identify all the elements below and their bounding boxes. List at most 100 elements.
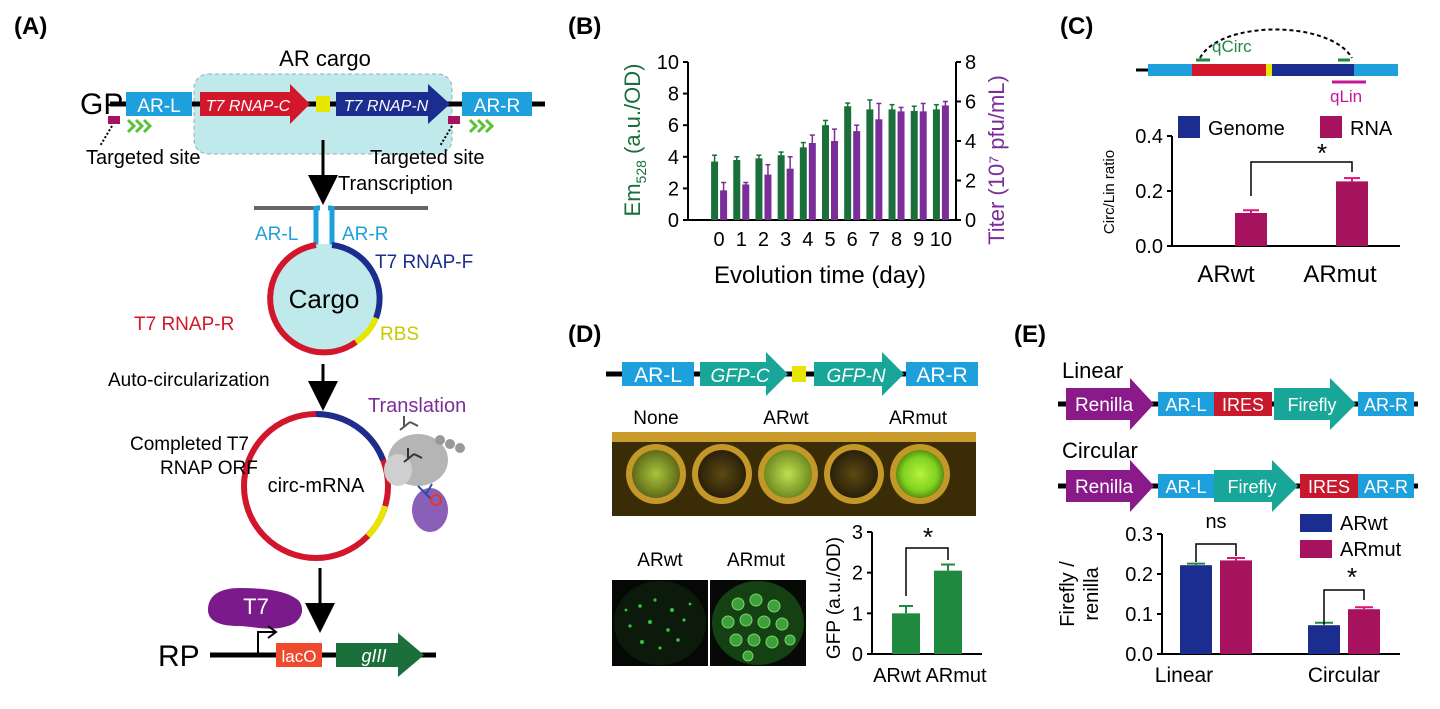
b-bar <box>910 110 918 220</box>
d-bar <box>934 570 962 654</box>
e-tick-label: 0.0 <box>1125 644 1153 666</box>
b-xtick-label: 3 <box>780 229 791 251</box>
translation-label: Translation <box>368 395 466 417</box>
d-significance-star: * <box>923 522 933 552</box>
hairpin-ar-l: AR-L <box>255 224 298 245</box>
cargo-arc-navy <box>331 242 383 320</box>
b-tick-label-right: 4 <box>965 131 976 153</box>
b-bar <box>808 142 816 220</box>
c-legend-rna: RNA <box>1350 118 1393 140</box>
c-legend-rna-swatch <box>1320 116 1342 138</box>
e-circular-firefly <box>1214 460 1298 512</box>
e-linear-renilla-text: Renilla <box>1075 395 1134 416</box>
b-bar <box>844 106 852 220</box>
b-tick-label-left: 10 <box>657 52 679 74</box>
d-ar-r-box <box>906 362 978 386</box>
ar-cargo-title: AR cargo <box>279 46 371 71</box>
t7-rnap-c-arrow <box>200 84 310 124</box>
panel-d: (D) AR-L GFP-C GFP-N AR-R None ARwt ARmu… <box>568 321 987 687</box>
e-x1: Linear <box>1155 664 1213 687</box>
b-bar <box>866 109 874 220</box>
panel-d-label: (D) <box>568 321 601 348</box>
b-tick-label-right: 8 <box>965 52 976 74</box>
targeted-site-left: Targeted site <box>86 147 201 169</box>
e-legend-arwt-swatch <box>1300 514 1332 532</box>
b-bar <box>764 174 772 220</box>
d-gfp-n-text: GFP-N <box>826 366 885 387</box>
c-x2: ARmut <box>1303 261 1377 288</box>
peptide-bead-2 <box>445 439 455 449</box>
d-gfp-c-text: GFP-C <box>710 366 769 387</box>
b-bar <box>932 109 940 220</box>
d-gfp-n-arrow <box>814 352 904 396</box>
gp-ar-r-text: AR-R <box>474 96 520 117</box>
c-blue-left <box>1148 64 1192 76</box>
b-bar <box>777 155 785 220</box>
target-dotted-left <box>99 125 113 147</box>
laco-text: lacO <box>282 647 317 666</box>
t7-rnap-n-text: T7 RNAP-N <box>344 98 429 115</box>
b-ylabel-left: Em528 (a.u./OD) <box>620 64 649 217</box>
b-xtick-label: 9 <box>913 229 924 251</box>
rbs-square <box>316 96 330 112</box>
b-tick-label-right: 2 <box>965 171 976 193</box>
trna-icon-1 <box>399 416 419 431</box>
giii-text: gIII <box>361 646 386 666</box>
e-x2: Circular <box>1308 664 1380 687</box>
d-tick-label: 2 <box>852 563 863 585</box>
b-bar <box>799 147 807 220</box>
d-tick-label: 3 <box>852 522 863 544</box>
b-bar <box>711 161 719 220</box>
target-marker-right <box>448 116 460 124</box>
panel-e-label: (E) <box>1014 321 1046 348</box>
gp-ar-r-box <box>462 92 532 116</box>
d-ar-r-text: AR-R <box>916 364 967 387</box>
b-xtick-label: 10 <box>930 229 952 251</box>
c-legend-genome-swatch <box>1178 116 1200 138</box>
hairpin-blue <box>313 205 335 256</box>
c-tick-label: 0.4 <box>1135 126 1163 148</box>
d-well-label-none: None <box>633 408 678 429</box>
e-linear-ires-text: IRES <box>1222 395 1264 415</box>
circ-mrna-yellow <box>365 505 388 539</box>
c-ylabel: Circ/Lin ratio <box>1101 150 1118 234</box>
b-xtick-label: 8 <box>891 229 902 251</box>
b-bar <box>742 184 750 220</box>
c-tick-label: 0.0 <box>1135 236 1163 258</box>
c-bar <box>1336 181 1368 246</box>
cargo-arc-yellow <box>354 316 379 345</box>
e-legend-armut-swatch <box>1300 540 1332 558</box>
trna-red-dot <box>430 494 442 506</box>
e-legend-armut: ARmut <box>1340 539 1402 561</box>
gp-ar-l-text: AR-L <box>137 96 180 117</box>
d-ar-l-box <box>622 362 694 386</box>
e-linear-title: Linear <box>1062 358 1123 383</box>
d-gfp-c-arrow <box>700 352 788 396</box>
d-yellow-square <box>792 366 806 382</box>
chart-c: 0.0 0.2 0.4 * <box>1135 126 1400 258</box>
e-bracket-ns <box>1195 543 1237 562</box>
target-marker-left <box>108 116 120 124</box>
gp-ar-l-box <box>126 92 192 116</box>
e-linear-ires <box>1214 392 1272 416</box>
b-tick-label-left: 2 <box>668 178 679 200</box>
e-circular-firefly-text: Firefly <box>1228 477 1277 497</box>
c-navy <box>1272 64 1354 76</box>
c-bar <box>1235 213 1267 246</box>
autocirc-label: Auto-circularization <box>108 370 270 391</box>
b-xtick-label: 0 <box>714 229 725 251</box>
e-legend-arwt: ARwt <box>1340 513 1388 535</box>
b-xtick-label: 6 <box>847 229 858 251</box>
peptide-bead-1 <box>435 435 445 445</box>
chevrons-left-icon <box>126 118 153 134</box>
c-x1: ARwt <box>1197 261 1255 288</box>
microscopy-armut <box>710 580 806 666</box>
b-bar <box>755 158 763 220</box>
b-tick-label-left: 6 <box>668 115 679 137</box>
d-tick-label: 0 <box>852 644 863 666</box>
panel-e: (E) Linear Renilla AR-L IRES Firefly AR-… <box>1014 321 1418 687</box>
panel-a-label: (A) <box>14 13 47 40</box>
peptide-bead-3 <box>455 443 465 453</box>
e-bar <box>1180 565 1212 654</box>
